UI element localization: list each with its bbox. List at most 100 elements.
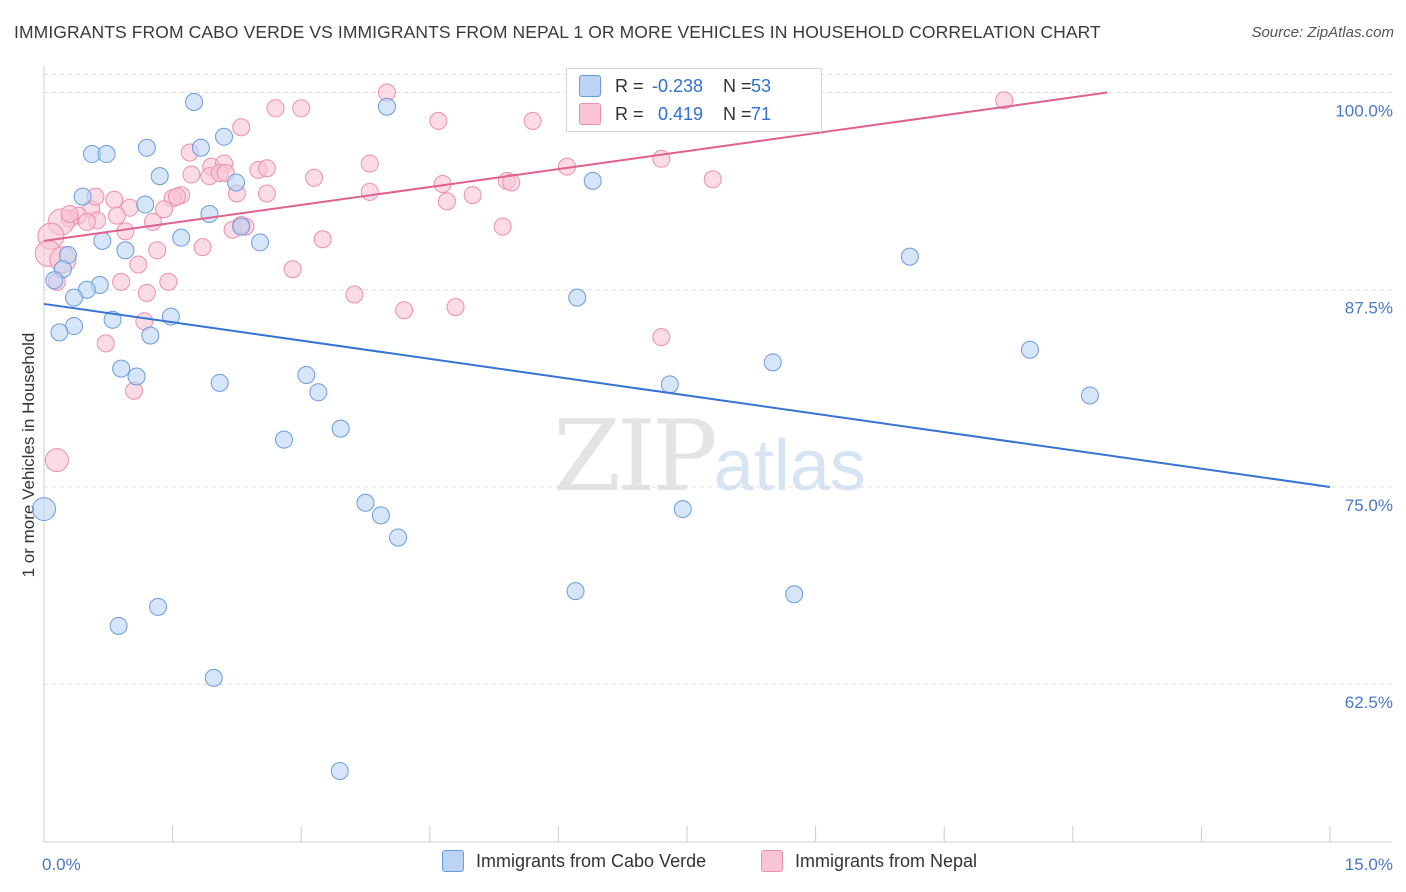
nepal-point: [155, 200, 174, 219]
nepal-trend-line: [43, 91, 1108, 242]
nepal-point: [257, 159, 276, 178]
cabo-verde-point: [309, 383, 328, 402]
cabo-verde-point: [200, 205, 219, 224]
cabo-verde-point: [900, 247, 919, 266]
cabo-verde-point: [331, 419, 350, 438]
series-legend: Immigrants from Cabo Verde Immigrants fr…: [0, 850, 1406, 878]
cabo-verde-point: [149, 597, 168, 616]
nepal-point: [652, 149, 671, 168]
axes: [43, 66, 1392, 843]
nepal-point: [116, 222, 135, 241]
legend-label-cabo-verde: Immigrants from Cabo Verde: [476, 850, 707, 871]
cabo-verde-point: [127, 367, 146, 386]
nepal-point: [283, 260, 302, 279]
nepal-point: [502, 173, 521, 192]
nepal-point: [305, 168, 324, 187]
cabo-verde-point: [660, 375, 679, 394]
legend-r-value-pink: 0.419: [657, 103, 703, 124]
cabo-verde-point: [141, 326, 160, 345]
cabo-verde-point: [1020, 340, 1039, 359]
cabo-verde-point: [673, 500, 692, 519]
nepal-point: [429, 111, 448, 130]
nepal-point: [232, 118, 251, 137]
cabo-verde-point: [785, 585, 804, 604]
watermark: ZIPatlas: [553, 400, 866, 514]
y-tick-label: 100.0%: [1335, 102, 1393, 121]
cabo-verde-point: [109, 616, 128, 635]
cabo-verde-point: [32, 497, 56, 522]
nepal-point: [292, 99, 311, 118]
nepal-point: [437, 192, 456, 211]
legend-swatch-pink: [579, 103, 601, 125]
legend-n-value-pink: 71: [751, 103, 772, 124]
nepal-points: [34, 83, 1014, 473]
legend-item-cabo-verde: Immigrants from Cabo Verde: [442, 850, 706, 872]
nepal-point: [112, 272, 131, 291]
cabo-verde-point: [583, 171, 602, 190]
cabo-verde-point: [232, 217, 251, 236]
correlation-legend: R = -0.238 N = 53 R = 0.419 N = 71: [566, 68, 822, 132]
x-tick-label-min: 0.0%: [42, 855, 81, 874]
cabo-verde-point: [251, 233, 270, 252]
cabo-verde-point: [204, 668, 223, 687]
cabo-verde-point: [377, 97, 396, 116]
nepal-point: [167, 187, 186, 206]
cabo-verde-trend-line: [43, 302, 1331, 488]
nepal-point: [107, 206, 126, 225]
cabo-verde-point: [763, 353, 782, 372]
nepal-point: [493, 217, 512, 236]
nepal-point: [159, 272, 178, 291]
nepal-point: [360, 154, 379, 173]
nepal-point: [77, 212, 96, 231]
chart-title: IMMIGRANTS FROM CABO VERDE VS IMMIGRANTS…: [14, 22, 1101, 42]
legend-swatch-blue: [579, 75, 601, 97]
cabo-verde-point: [65, 288, 84, 307]
cabo-verde-point: [215, 127, 234, 146]
cabo-verde-point: [356, 493, 375, 512]
nepal-point: [257, 184, 276, 203]
legend-r-label: R =: [615, 75, 644, 96]
gridlines: [44, 74, 1392, 685]
cabo-verde-point: [566, 582, 585, 601]
nepal-point: [313, 230, 332, 249]
y-tick-label: 62.5%: [1345, 693, 1393, 712]
legend-swatch-blue: [442, 850, 464, 872]
nepal-point: [446, 298, 465, 317]
cabo-verde-point: [172, 228, 191, 247]
cabo-verde-point: [116, 241, 135, 260]
legend-row-cabo-verde: R = -0.238 N = 53: [579, 73, 771, 99]
nepal-point: [96, 334, 115, 353]
watermark-atlas: atlas: [713, 426, 866, 506]
cabo-verde-points: [32, 92, 1099, 780]
nepal-point: [652, 328, 671, 347]
legend-label-nepal: Immigrants from Nepal: [795, 850, 978, 871]
legend-swatch-pink: [761, 850, 783, 872]
cabo-verde-point: [389, 528, 408, 547]
nepal-point: [703, 170, 722, 189]
cabo-verde-point: [137, 138, 156, 157]
nepal-point: [105, 190, 124, 209]
tick-labels: 100.0% 87.5% 75.0% 62.5% 0.0% 15.0%: [42, 102, 1393, 874]
nepal-point: [360, 182, 379, 201]
cabo-verde-point: [103, 310, 122, 329]
cabo-verde-point: [93, 231, 112, 250]
nepal-point: [523, 111, 542, 130]
trend-lines: [43, 91, 1331, 488]
cabo-verde-point: [227, 173, 246, 192]
nepal-point: [44, 448, 69, 473]
cabo-verde-point: [45, 271, 64, 290]
nepal-point: [143, 212, 162, 231]
legend-n-label: N =: [723, 75, 752, 96]
cabo-verde-point: [185, 92, 204, 111]
nepal-point: [463, 186, 482, 205]
nepal-point: [193, 238, 212, 257]
watermark-zip: ZIP: [553, 400, 718, 514]
cabo-verde-point: [1080, 386, 1099, 405]
cabo-verde-point: [297, 365, 316, 384]
cabo-verde-point: [77, 280, 96, 299]
cabo-verde-point: [330, 761, 349, 780]
cabo-verde-point: [136, 195, 155, 214]
y-tick-label: 75.0%: [1345, 496, 1393, 515]
legend-r-value-blue: -0.238: [651, 75, 703, 96]
